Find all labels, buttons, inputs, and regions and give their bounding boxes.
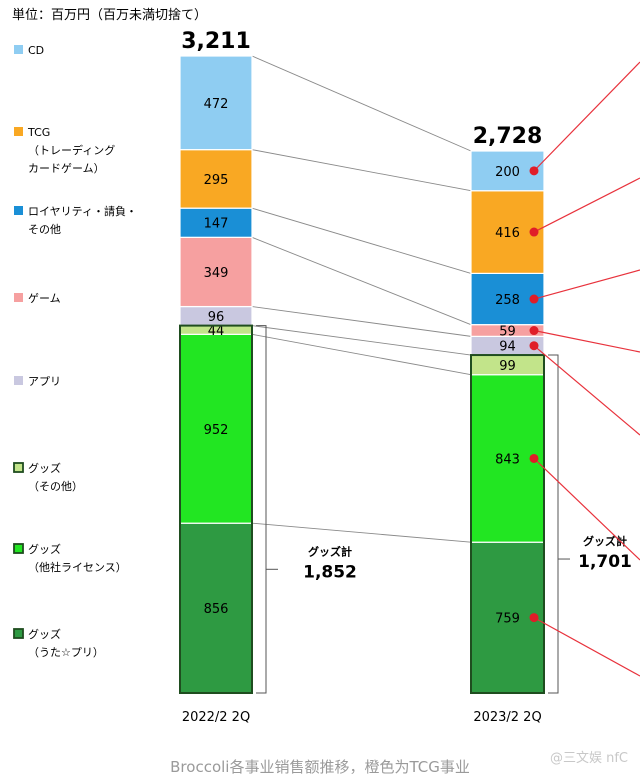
connector-line xyxy=(251,149,472,192)
bar-value-label: 759 xyxy=(495,612,520,627)
annotation-line xyxy=(533,329,640,353)
bar-segment xyxy=(179,236,253,308)
legend-label: TCG xyxy=(27,126,50,139)
connector-line xyxy=(251,306,472,337)
bar-segment xyxy=(179,55,253,151)
goods-bracket xyxy=(548,354,559,694)
legend-label: （トレーディング xyxy=(28,143,115,157)
unit-label: 単位：百万円（百万未満切捨て） xyxy=(12,7,207,23)
connector-line xyxy=(251,55,472,152)
legend-swatch xyxy=(14,127,23,136)
legend-label: アプリ xyxy=(28,375,61,388)
bar-value-label: 200 xyxy=(495,165,520,180)
legend-label: （他社ライセンス） xyxy=(28,560,127,574)
legend-swatch xyxy=(13,543,24,554)
legend-label: （その他） xyxy=(28,480,83,493)
annotation-line xyxy=(533,269,640,300)
bar-value-label: 59 xyxy=(499,325,516,340)
bar-value-label: 44 xyxy=(208,324,225,339)
legend-swatch xyxy=(13,462,24,473)
legend-swatch xyxy=(14,376,23,385)
connector-line xyxy=(251,236,472,326)
connector-line xyxy=(251,333,472,376)
bar-value-label: 472 xyxy=(204,97,229,112)
annotation-line xyxy=(533,61,640,172)
annotation-dot xyxy=(529,453,539,463)
image-caption: Broccoli各事业销售额推移，橙色为TCG事业 xyxy=(170,758,470,776)
annotation-dot xyxy=(529,326,539,336)
connector-line xyxy=(251,207,472,274)
legend-label: ゲーム xyxy=(28,292,61,305)
legend-label: カードゲーム） xyxy=(28,162,105,175)
annotation-dot xyxy=(529,227,539,237)
bar-segment xyxy=(179,207,253,238)
annotation-line xyxy=(533,458,640,561)
annotation-dot xyxy=(529,166,539,176)
legend-label: グッズ xyxy=(28,627,61,641)
legend-swatch xyxy=(14,293,23,302)
annotation-line xyxy=(533,345,640,436)
goods-outline xyxy=(470,354,545,694)
legend-label: グッズ xyxy=(28,542,61,556)
x-tick-label: 2022/2 2Q xyxy=(182,710,250,725)
bar-segment xyxy=(179,149,253,209)
watermark: @三文娱 nfC xyxy=(550,751,628,766)
bar-value-label: 295 xyxy=(204,173,229,188)
connector-line xyxy=(251,522,472,543)
annotation-dot xyxy=(529,613,539,623)
annotation-line xyxy=(533,617,640,677)
legend-label: ロイヤリティ・請負・ xyxy=(28,204,137,218)
goods-bracket xyxy=(256,325,267,694)
goods-outline xyxy=(179,324,253,694)
bar-value-label: 94 xyxy=(499,340,516,355)
bar-total-label: 2,728 xyxy=(473,124,543,149)
goods-subtotal-value: 1,701 xyxy=(578,552,632,572)
annotation-dot xyxy=(529,341,539,351)
bar-value-label: 843 xyxy=(495,452,520,467)
connector-line xyxy=(251,325,472,356)
legend-swatch xyxy=(14,45,23,54)
goods-subtotal-title: グッズ計 xyxy=(308,544,352,558)
legend-label: CD xyxy=(28,44,44,57)
bar-value-label: 99 xyxy=(499,359,516,374)
bar-value-label: 856 xyxy=(204,602,229,617)
legend-label: （うた☆プリ） xyxy=(28,646,104,659)
legend-label: その他 xyxy=(28,223,61,236)
bar-value-label: 416 xyxy=(495,226,520,241)
legend-swatch xyxy=(13,628,24,639)
bar-total-label: 3,211 xyxy=(181,29,251,54)
x-tick-label: 2023/2 2Q xyxy=(473,710,541,725)
annotation-line xyxy=(533,177,640,233)
bar-value-label: 147 xyxy=(204,217,229,232)
legend-swatch xyxy=(14,206,23,215)
legend-label: グッズ xyxy=(28,461,61,475)
goods-subtotal-value: 1,852 xyxy=(303,562,357,582)
bar-value-label: 96 xyxy=(208,310,225,325)
bar-value-label: 952 xyxy=(204,423,229,438)
bar-value-label: 349 xyxy=(204,266,229,281)
annotation-dot xyxy=(529,294,539,304)
bar-value-label: 258 xyxy=(495,293,520,308)
